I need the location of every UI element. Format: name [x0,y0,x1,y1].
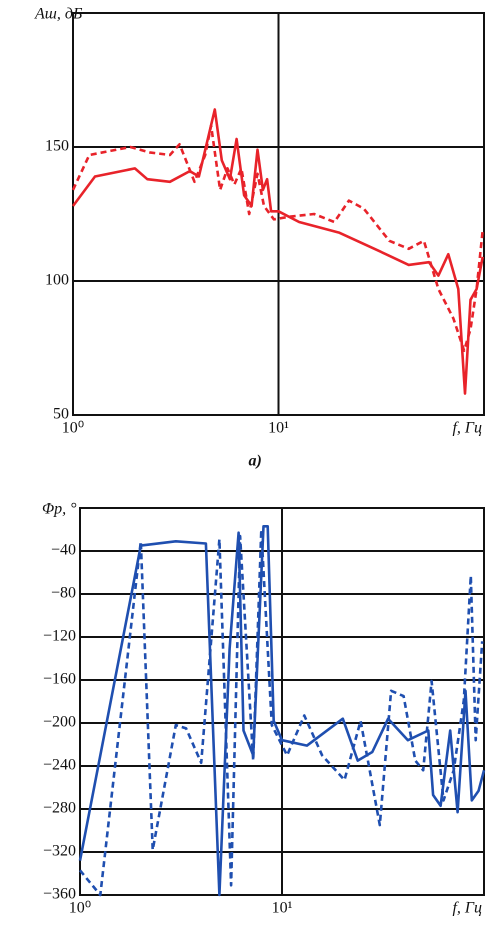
y-tick-label: 100 [45,272,69,289]
y-tick-label: 50 [53,406,69,423]
y-tick-label: −200 [43,714,76,731]
y-tick-label: −80 [51,585,76,602]
y-tick-label: −320 [43,843,76,860]
data-line [78,528,484,897]
y-tick-label: −280 [43,800,76,817]
x-tick-label: 10⁰ [62,420,84,437]
y-tick-label: −160 [43,671,76,688]
data-line [71,124,484,352]
x-tick-label: 10¹ [268,420,289,437]
x-tick-label: 10⁰ [69,900,91,917]
y-tick-label: −120 [43,628,76,645]
x-tick-label: 10¹ [272,900,293,917]
y-tick-label: −240 [43,757,76,774]
y-tick-label: 150 [45,138,69,155]
y-axis-label: Φp, ° [42,501,77,518]
y-axis-label: Aш, дБ [34,6,83,23]
y-tick-label: −40 [51,542,76,559]
data-line [71,108,484,395]
caption: а) [249,453,262,470]
y-tick-label: −360 [43,886,76,903]
x-axis-label: f, Гц [452,900,482,917]
x-axis-label: f, Гц [452,420,482,437]
